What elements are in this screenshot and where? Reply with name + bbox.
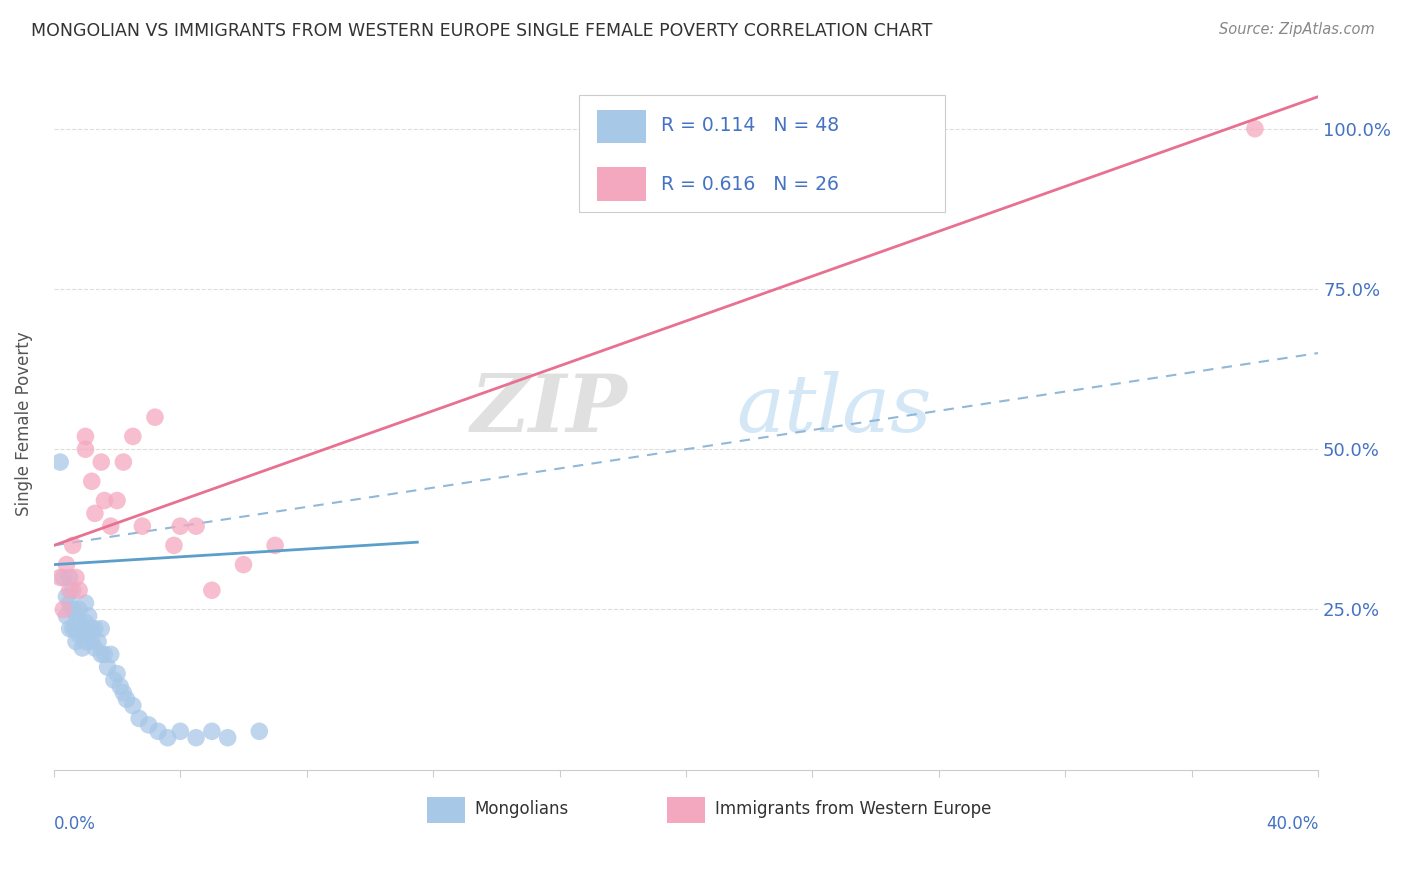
- Point: [65, 608, 87, 623]
- Point: [62, 622, 84, 636]
- Point: [55, 558, 77, 572]
- Point: [93, 648, 115, 662]
- Point: [67, 602, 90, 616]
- Point: [77, 608, 100, 623]
- Point: [105, 493, 128, 508]
- Point: [264, 538, 287, 552]
- Point: [156, 731, 179, 745]
- Point: [138, 718, 160, 732]
- Point: [62, 538, 84, 552]
- Point: [112, 455, 135, 469]
- Text: Immigrants from Western Europe: Immigrants from Western Europe: [716, 800, 991, 818]
- Text: atlas: atlas: [737, 371, 932, 449]
- Bar: [427, 797, 465, 823]
- Y-axis label: Single Female Poverty: Single Female Poverty: [15, 331, 32, 516]
- Point: [90, 622, 112, 636]
- Text: ZIP: ZIP: [471, 371, 628, 449]
- Text: 40.0%: 40.0%: [1265, 814, 1319, 833]
- Point: [67, 615, 90, 630]
- Text: R = 0.616   N = 26: R = 0.616 N = 26: [661, 175, 838, 194]
- Point: [115, 692, 138, 706]
- Point: [75, 596, 97, 610]
- Point: [67, 583, 90, 598]
- Point: [80, 634, 103, 648]
- Point: [59, 596, 82, 610]
- Point: [52, 602, 75, 616]
- Point: [121, 698, 143, 713]
- Bar: [666, 797, 704, 823]
- Point: [84, 640, 107, 655]
- Point: [84, 506, 107, 520]
- Point: [84, 622, 107, 636]
- Point: [143, 410, 166, 425]
- Point: [112, 686, 135, 700]
- Point: [77, 628, 100, 642]
- Point: [62, 602, 84, 616]
- Point: [131, 519, 153, 533]
- Point: [97, 660, 120, 674]
- Point: [59, 570, 82, 584]
- Point: [65, 622, 87, 636]
- Point: [72, 640, 94, 655]
- Point: [65, 634, 87, 648]
- Point: [201, 724, 224, 739]
- Point: [100, 519, 122, 533]
- Point: [75, 442, 97, 457]
- FancyBboxPatch shape: [578, 95, 945, 212]
- Point: [169, 519, 191, 533]
- Point: [217, 731, 239, 745]
- Point: [184, 731, 207, 745]
- Point: [59, 622, 82, 636]
- Point: [80, 622, 103, 636]
- Point: [1244, 121, 1267, 136]
- Point: [232, 558, 254, 572]
- Text: R = 0.114   N = 48: R = 0.114 N = 48: [661, 116, 839, 136]
- Point: [146, 724, 169, 739]
- Point: [67, 628, 90, 642]
- Text: Source: ZipAtlas.com: Source: ZipAtlas.com: [1219, 22, 1375, 37]
- Point: [169, 724, 191, 739]
- Point: [201, 583, 224, 598]
- Point: [90, 648, 112, 662]
- Text: Mongolians: Mongolians: [475, 800, 569, 818]
- Text: MONGOLIAN VS IMMIGRANTS FROM WESTERN EUROPE SINGLE FEMALE POVERTY CORRELATION CH: MONGOLIAN VS IMMIGRANTS FROM WESTERN EUR…: [31, 22, 932, 40]
- Point: [108, 680, 131, 694]
- Point: [75, 615, 97, 630]
- Point: [163, 538, 186, 552]
- Point: [62, 583, 84, 598]
- Point: [72, 622, 94, 636]
- Bar: [598, 168, 645, 201]
- Point: [52, 570, 75, 584]
- Point: [49, 570, 72, 584]
- Point: [75, 429, 97, 443]
- Point: [247, 724, 270, 739]
- Point: [100, 648, 122, 662]
- Point: [105, 666, 128, 681]
- Point: [55, 608, 77, 623]
- Point: [121, 429, 143, 443]
- Point: [49, 455, 72, 469]
- Point: [128, 711, 150, 725]
- Point: [65, 570, 87, 584]
- Point: [93, 493, 115, 508]
- Point: [59, 583, 82, 598]
- Point: [80, 475, 103, 489]
- Bar: [598, 110, 645, 144]
- Point: [87, 634, 110, 648]
- Point: [184, 519, 207, 533]
- Text: 0.0%: 0.0%: [53, 814, 96, 833]
- Point: [75, 634, 97, 648]
- Point: [103, 673, 125, 687]
- Point: [55, 590, 77, 604]
- Point: [90, 455, 112, 469]
